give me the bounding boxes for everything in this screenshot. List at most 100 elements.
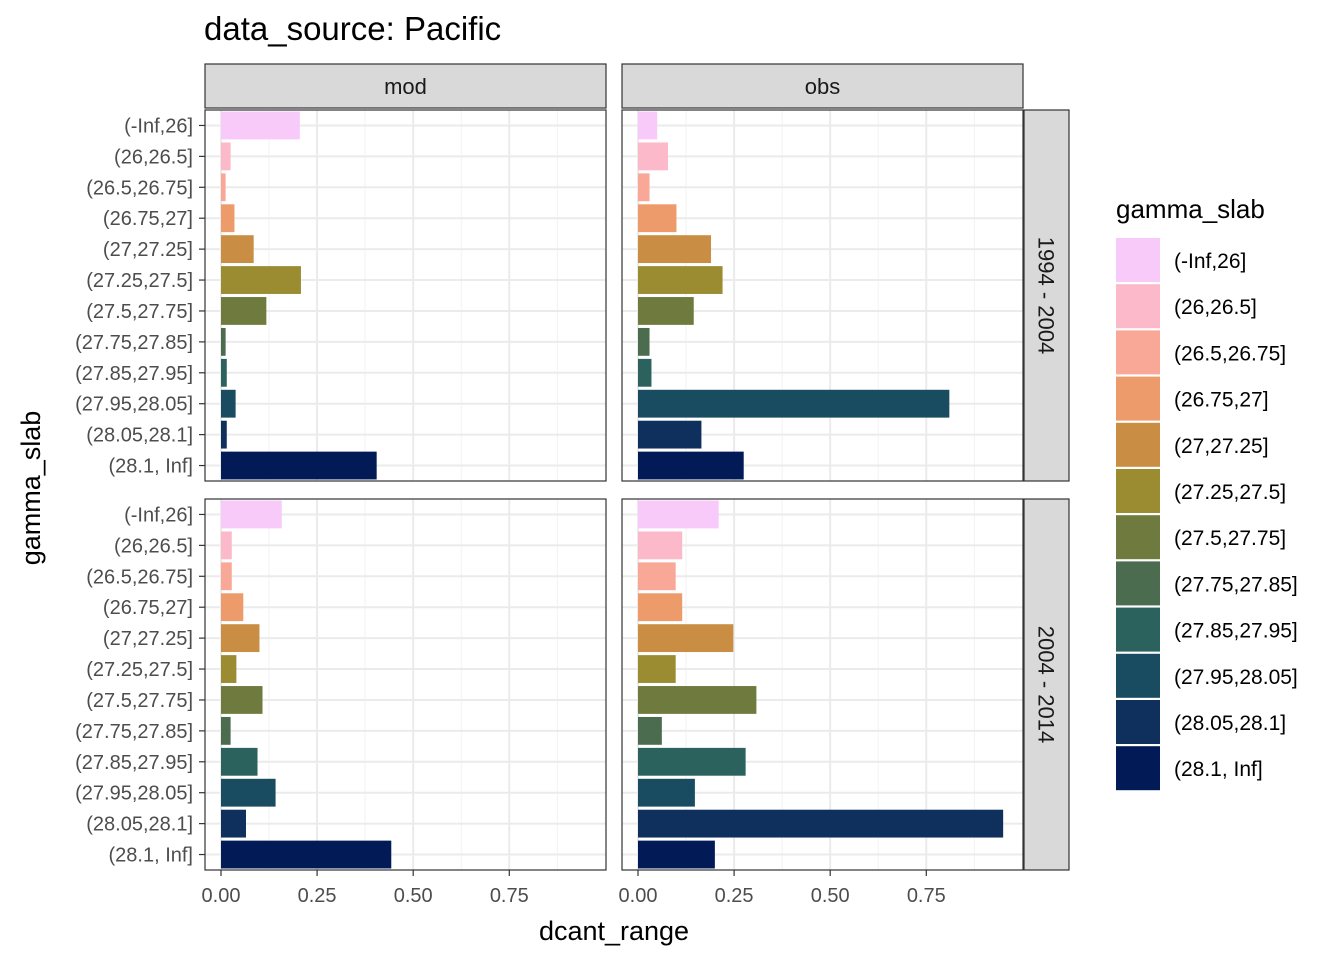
legend-label: (26.5,26.75] [1174, 342, 1286, 365]
legend-key [1116, 422, 1160, 467]
y-tick-label: (27.75,27.85] [75, 721, 193, 743]
panel-border [621, 109, 1024, 482]
legend-key [1116, 284, 1160, 329]
row-strip-label: 2004 - 2014 [1034, 626, 1059, 743]
panel-background [622, 499, 1023, 870]
bar [221, 686, 263, 714]
bar [221, 655, 237, 683]
bar [221, 778, 276, 807]
bar [638, 686, 757, 714]
panel-border [621, 498, 1024, 871]
y-tick-label: (28.05,28.1] [86, 425, 193, 447]
bar [221, 389, 236, 418]
legend-title: gamma_slab [1116, 194, 1265, 224]
y-tick-label: (26.5,26.75] [86, 566, 193, 588]
bar [638, 716, 662, 745]
legend-key [1116, 515, 1160, 560]
legend-label: (27.25,27.5] [1174, 481, 1286, 504]
column-strip [621, 63, 1024, 109]
x-tick-label: 0.25 [298, 885, 337, 907]
bar [638, 420, 702, 449]
legend-label: (27.85,27.95] [1174, 620, 1298, 643]
panel [621, 109, 1024, 482]
legend-label: (26,26.5] [1174, 296, 1257, 319]
y-tick-label: (27.5,27.75] [86, 301, 193, 323]
bar [638, 531, 683, 560]
bar [638, 655, 676, 683]
legend-label: (27.95,28.05] [1174, 666, 1298, 689]
column-strip-label: obs [805, 74, 840, 99]
column-strip [204, 63, 607, 109]
y-tick-label: (27.85,27.95] [75, 363, 193, 385]
y-tick-label: (27.95,28.05] [75, 783, 193, 805]
bar [221, 531, 232, 560]
x-axis-title: dcant_range [539, 916, 689, 946]
panel-background [205, 499, 606, 870]
bar [638, 111, 658, 140]
y-tick-label: (28.1, Inf] [109, 456, 194, 478]
bar [638, 809, 1004, 838]
y-tick-label: (27.25,27.5] [86, 270, 193, 292]
y-tick-label: (27.5,27.75] [86, 690, 193, 712]
bar [221, 173, 226, 202]
bar [638, 297, 694, 325]
x-tick-label: 0.75 [907, 885, 946, 907]
panel-background [622, 110, 1023, 481]
y-tick-label: (27.75,27.85] [75, 332, 193, 354]
y-axis-title: gamma_slab [16, 411, 46, 566]
legend-label: (27.75,27.85] [1174, 573, 1298, 596]
y-tick-label: (26.5,26.75] [86, 177, 193, 199]
legend-label: (26.75,27] [1174, 389, 1269, 412]
bar [221, 562, 232, 591]
panel-background [205, 110, 606, 481]
legend-key [1116, 561, 1160, 606]
legend-key [1116, 469, 1160, 513]
bar [221, 204, 235, 233]
legend-key [1116, 700, 1160, 744]
column-strip-label: mod [384, 74, 427, 99]
legend-label: (27.5,27.75] [1174, 527, 1286, 550]
bar [638, 562, 676, 591]
bar [221, 451, 377, 480]
x-tick-label: 0.00 [202, 885, 241, 907]
y-tick-label: (26.75,27] [103, 597, 193, 619]
legend-label: (28.1, Inf] [1174, 758, 1263, 781]
bar [638, 327, 650, 356]
bar [638, 451, 744, 480]
bar [638, 840, 715, 869]
panel: (-Inf,26] (26,26.5] (26.5,26.75] (26.75,27]… [75, 109, 607, 482]
y-tick-label: (-Inf,26] [124, 504, 193, 526]
bar [638, 778, 695, 807]
y-tick-label: (28.1, Inf] [109, 845, 194, 867]
chart-title: data_source: Pacific [204, 10, 501, 47]
legend-label: (28.05,28.1] [1174, 712, 1286, 735]
bar [221, 111, 300, 140]
x-tick-label: 0.50 [394, 885, 433, 907]
panels-layer: mod obs 1994 - 2004 2004 - 2014 (-Inf,26] (26… [75, 63, 1070, 907]
bar [221, 266, 301, 294]
y-tick-label: (26,26.5] [114, 146, 193, 168]
y-tick-label: (26.75,27] [103, 208, 193, 230]
x-tick-label: 0.00 [619, 885, 658, 907]
bar [638, 500, 719, 529]
panel-border [204, 109, 607, 482]
bar [221, 235, 254, 264]
x-tick-label: 0.75 [490, 885, 529, 907]
legend-key [1116, 746, 1160, 791]
bar [221, 747, 258, 776]
panel: 0.00 0.25 0.50 0.75 [619, 498, 1024, 907]
bar [221, 593, 244, 622]
bar [221, 358, 227, 387]
bar [638, 747, 746, 776]
y-tick-label: (26,26.5] [114, 535, 193, 557]
x-tick-label: 0.25 [715, 885, 754, 907]
legend-label: (-Inf,26] [1174, 250, 1246, 273]
bar [638, 142, 668, 171]
bar [638, 358, 652, 387]
bar [638, 266, 723, 294]
bar [638, 593, 683, 622]
row-strip-label: 1994 - 2004 [1034, 237, 1059, 354]
y-tick-label: (27,27.25] [103, 628, 193, 650]
bar [638, 389, 950, 418]
